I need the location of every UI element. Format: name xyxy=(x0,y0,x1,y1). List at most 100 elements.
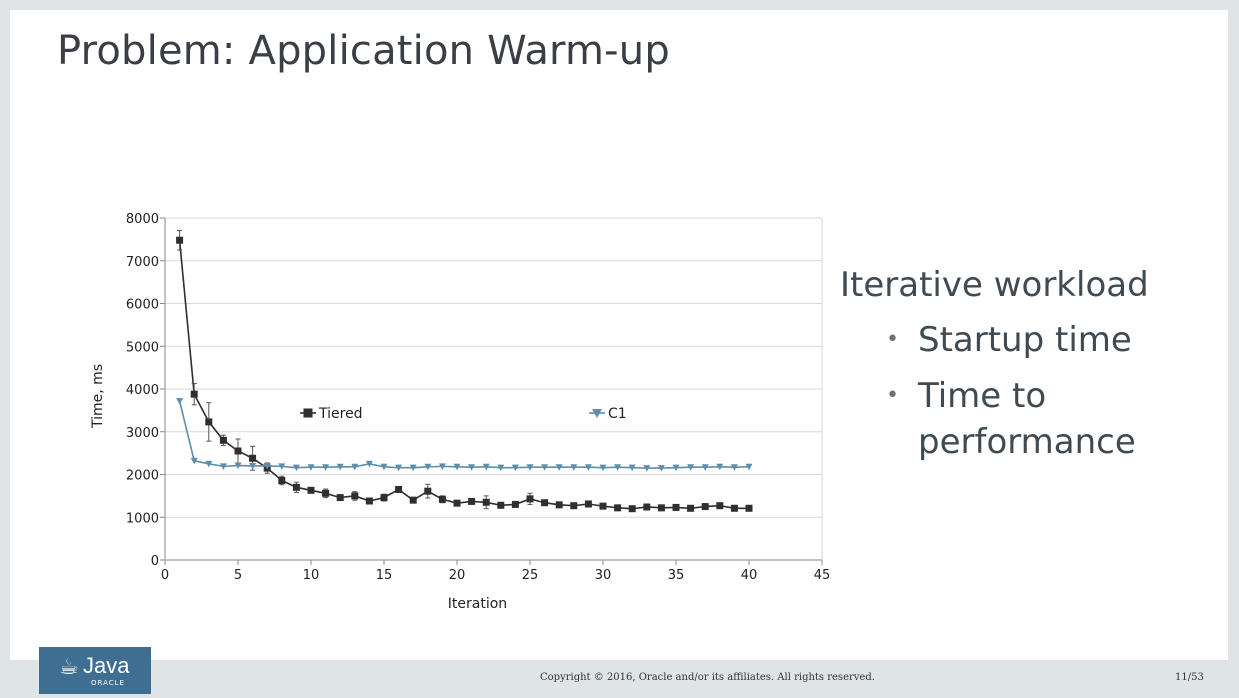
data-point-tiered xyxy=(336,494,344,502)
bullet-heading: Iterative workload xyxy=(840,265,1149,305)
data-point-tiered xyxy=(730,504,738,512)
data-point-tiered xyxy=(205,418,213,426)
data-point-tiered xyxy=(599,502,607,510)
data-point-c1 xyxy=(614,464,622,471)
x-tick-label: 30 xyxy=(595,568,612,583)
data-point-tiered xyxy=(716,502,724,510)
y-tick-label: 1000 xyxy=(126,511,159,526)
data-point-c1 xyxy=(672,464,680,472)
data-point-c1 xyxy=(424,463,432,471)
data-point-c1 xyxy=(511,464,519,472)
data-point-c1 xyxy=(584,464,592,471)
x-tick-label: 40 xyxy=(741,568,758,583)
x-tick-label: 10 xyxy=(303,568,320,583)
data-point-tiered xyxy=(482,498,490,506)
x-axis-label: Iteration xyxy=(448,596,507,612)
data-point-c1 xyxy=(249,462,257,470)
data-point-c1 xyxy=(336,463,344,471)
coffee-cup-icon: ☕ xyxy=(59,655,79,680)
bullet-dot-icon: • xyxy=(886,327,899,352)
data-point-c1 xyxy=(599,464,607,472)
data-point-tiered xyxy=(365,497,373,505)
footer-bar xyxy=(0,660,1239,698)
data-point-tiered xyxy=(278,476,286,484)
data-point-tiered xyxy=(628,505,636,513)
bullet-list: Iterative workload • Startup time • Time t… xyxy=(840,265,1158,475)
data-point-c1 xyxy=(628,464,636,472)
data-point-c1 xyxy=(526,464,534,471)
page-number: 11/53 xyxy=(1175,672,1204,683)
series-line-tiered xyxy=(178,240,749,510)
data-point-c1 xyxy=(745,463,753,471)
data-point-c1 xyxy=(541,464,549,471)
data-point-c1 xyxy=(438,463,446,470)
data-point-tiered xyxy=(322,489,330,497)
data-point-c1 xyxy=(453,463,461,471)
data-point-c1 xyxy=(322,464,330,471)
data-point-tiered xyxy=(511,500,519,508)
data-point-c1 xyxy=(643,465,651,472)
data-point-tiered xyxy=(555,501,563,509)
copyright-text: Copyright © 2016, Oracle and/or its affi… xyxy=(540,672,875,683)
bullet-item: • Startup time xyxy=(886,317,1158,363)
data-point-tiered xyxy=(526,495,534,503)
y-tick-label: 2000 xyxy=(126,469,159,484)
y-axis-label: Time, ms xyxy=(90,364,106,429)
data-point-c1 xyxy=(176,397,184,405)
data-point-tiered xyxy=(701,503,709,511)
data-point-tiered xyxy=(395,485,403,493)
legend-marker-tiered xyxy=(303,408,313,418)
data-point-c1 xyxy=(716,463,724,471)
y-tick-label: 8000 xyxy=(126,212,159,227)
data-point-c1 xyxy=(292,464,300,472)
y-tick-label: 5000 xyxy=(126,340,159,355)
bullet-text: Time to performance xyxy=(918,376,1136,462)
bullet-dot-icon: • xyxy=(886,383,899,408)
data-point-tiered xyxy=(584,500,592,508)
y-tick-label: 4000 xyxy=(126,383,159,398)
slide: Problem: Application Warm-up Iterative w… xyxy=(10,10,1228,660)
logo-subtext: ORACLE xyxy=(91,679,125,687)
data-point-c1 xyxy=(468,464,476,471)
data-point-c1 xyxy=(219,463,227,470)
y-tick-label: 7000 xyxy=(126,255,159,270)
data-point-c1 xyxy=(555,464,563,471)
bullet-items: • Startup time • Time to performance xyxy=(840,317,1158,465)
data-point-c1 xyxy=(190,457,198,465)
data-point-tiered xyxy=(570,502,578,510)
java-logo: ☕ Java ORACLE xyxy=(39,647,151,694)
data-point-c1 xyxy=(497,464,505,472)
data-point-c1 xyxy=(657,465,665,472)
x-tick-label: 15 xyxy=(376,568,393,583)
data-point-tiered xyxy=(424,487,432,495)
data-point-tiered xyxy=(643,503,651,511)
x-tick-label: 35 xyxy=(668,568,685,583)
legend-marker-c1 xyxy=(592,409,602,418)
data-point-tiered xyxy=(687,504,695,512)
bullet-item: • Time to performance xyxy=(886,373,1158,465)
data-point-c1 xyxy=(380,463,388,471)
legend-label-c1: C1 xyxy=(608,406,627,422)
data-point-c1 xyxy=(482,463,490,471)
data-point-tiered xyxy=(468,497,476,505)
data-point-c1 xyxy=(307,464,315,471)
x-tick-label: 25 xyxy=(522,568,539,583)
data-point-c1 xyxy=(409,464,417,472)
x-tick-label: 45 xyxy=(814,568,831,583)
data-point-c1 xyxy=(701,464,709,471)
data-point-tiered xyxy=(176,236,184,244)
data-point-tiered xyxy=(380,494,388,502)
data-point-tiered xyxy=(672,503,680,511)
y-tick-label: 0 xyxy=(151,554,159,569)
data-point-c1 xyxy=(234,462,242,470)
data-point-tiered xyxy=(745,504,753,512)
x-tick-label: 0 xyxy=(161,568,169,583)
data-point-tiered xyxy=(453,499,461,507)
data-point-tiered xyxy=(190,390,198,398)
data-point-c1 xyxy=(570,464,578,471)
data-point-tiered xyxy=(292,483,300,491)
x-tick-label: 5 xyxy=(234,568,242,583)
data-point-tiered xyxy=(438,495,446,503)
data-point-tiered xyxy=(307,486,315,494)
